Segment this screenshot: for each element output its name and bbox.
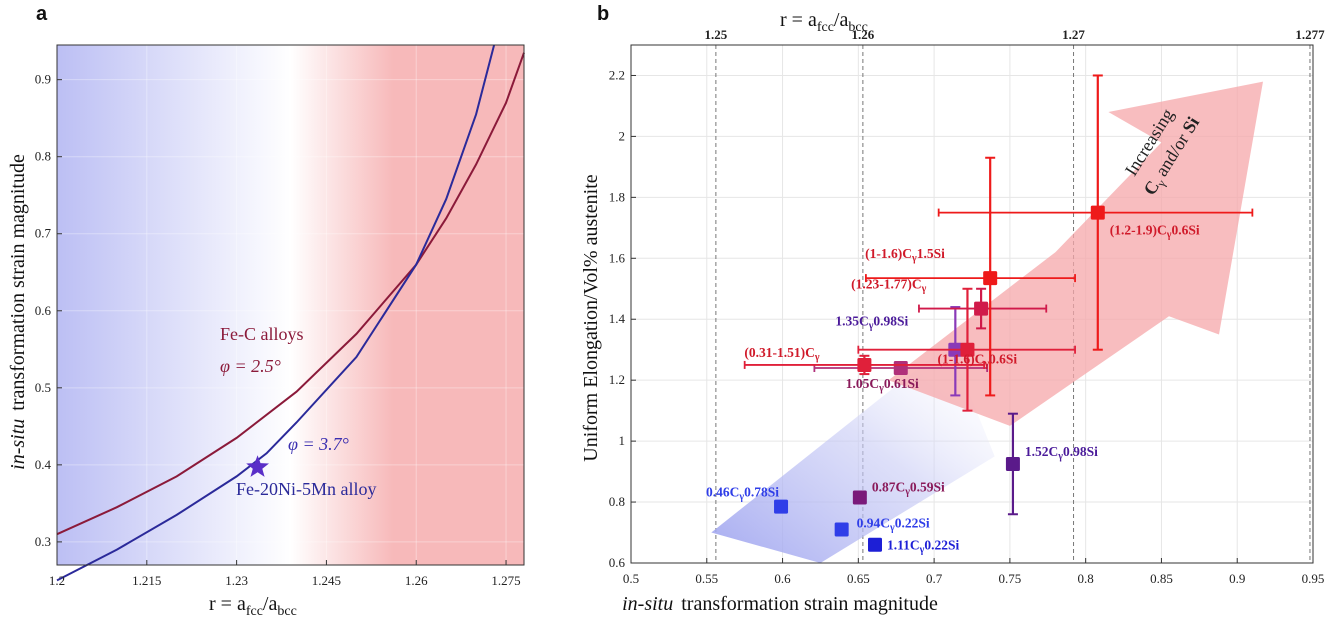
panel-a-y-tick-label: 0.7 [35,226,52,241]
data-point-marker [774,499,789,514]
panel-b-x-tick-label: 0.95 [1302,571,1325,586]
data-point-label: 0.94Cγ0.22Si [857,515,930,533]
data-point-marker [857,357,872,372]
panel-b-x-tick-label: 0.9 [1229,571,1245,586]
data-point-marker [834,522,849,537]
panel-b-x-tick-label: 0.7 [926,571,943,586]
data-point-label: 1.05Cγ0.61Si [846,376,919,394]
panel-a-x-tick-label: 1.26 [405,573,428,588]
panel-b-data-labels: 0.46Cγ0.78Si 0.94Cγ0.22Si 1.11Cγ0.22Si 0.87… [706,223,1200,556]
panel-b-x-tick-label: 0.8 [1078,571,1094,586]
data-point-label: (1.2-1.9)Cγ0.6Si [1110,223,1200,241]
annotation-phi-2-5: φ = 2.5° [220,356,281,376]
panel-a-y-tick-label: 0.5 [35,380,51,395]
fe-20ni-5mn-curve [56,44,496,582]
panel-a-y-axis-label: in-situ transformation strain magnitude [7,154,29,470]
data-point-label: 1.11Cγ0.22Si [887,538,959,556]
panel-a-y-tick-label: 0.4 [35,457,52,472]
panel-b-top-tick-label: 1.26 [852,27,875,42]
data-point-label: 1.52Cγ0.98Si [1025,444,1098,462]
data-point-marker [974,301,989,316]
panel-a-star-marker [246,455,269,477]
panel-b-top-axis-label: r = afcc/abcc [780,9,868,35]
data-point-marker [868,537,883,552]
panel-a-y-axis-label-italic: in-situ [7,419,29,470]
panel-a-frame [56,44,525,566]
panel-b-y-tick-label: 0.8 [609,494,625,509]
data-point-label: 0.87Cγ0.59Si [872,479,945,497]
data-point-label: (0.31-1.51)Cγ [744,345,820,363]
panel-b-top-ticks: 1.25 1.26 1.27 1.277 [704,27,1325,42]
panel-b-x-axis-label-rest: transformation strain magnitude [681,593,938,615]
data-point-marker [1090,205,1105,220]
data-point-label: 0.46Cγ0.78Si [706,485,779,503]
data-point-marker [983,271,998,286]
panel-b-x-axis-label: in-situ transformation strain magnitude [622,593,938,615]
panel-b-y-axis-label: Uniform Elongation/Vol% austenite [580,174,602,461]
increasing-composition-arrow [888,81,1263,426]
panel-a-y-ticks: 0.3 0.4 0.5 0.6 0.7 0.8 0.9 [35,72,62,549]
data-point-label: (1-1.6)Cγ0.6Si [937,352,1017,370]
annotation-fe-20ni-5mn: Fe-20Ni-5Mn alloy [236,479,376,499]
panel-a-y-axis-label-rest: transformation strain magnitude [7,154,29,411]
panel-a-y-tick-label: 0.9 [35,72,51,87]
panel-b-y-tick-label: 1.8 [609,189,625,204]
panel-a-series [56,44,525,582]
annotation-phi-3-7: φ = 3.7° [288,434,349,454]
panel-b-y-tick-label: 0.6 [609,555,626,570]
fe-c-alloys-curve [56,52,525,536]
star-icon [246,455,269,477]
panel-a-x-axis-label: r = afcc/abcc [209,593,297,619]
panel-a-grid [56,45,524,565]
panel-b-x-tick-label: 0.85 [1150,571,1173,586]
panel-a-label: a [36,3,48,25]
panel-b-y-tick-label: 2.2 [609,67,625,82]
panel-b-top-tick-label: 1.277 [1295,27,1325,42]
data-point-marker [852,490,867,505]
panel-b-x-tick-label: 0.5 [623,571,639,586]
panel-b-label: b [597,3,609,25]
panel-b-x-ticks: 0.5 0.55 0.6 0.65 0.7 0.75 0.8 0.85 0.9 0.95 [623,558,1325,586]
panel-b-x-tick-label: 0.65 [847,571,870,586]
panel-b-x-tick-label: 0.75 [999,571,1022,586]
data-point-label: (1.23-1.77)Cγ [851,277,927,295]
panel-b-frame [630,44,1314,564]
panel-a-y-tick-label: 0.6 [35,303,52,318]
data-point-marker [893,360,908,375]
panel-b-y-tick-label: 1 [619,433,626,448]
panel-b-data-points [743,74,1254,552]
panel-b-x-tick-label: 0.6 [774,571,791,586]
panel-a-x-tick-label: 1.245 [312,573,341,588]
panel-a-x-ticks: 1.2 1.215 1.23 1.245 1.26 1.275 [49,560,521,588]
panel-a-x-tick-label: 1.215 [132,573,161,588]
panel-b-top-tick-label: 1.25 [704,27,727,42]
panel-b-y-tick-label: 1.4 [609,311,626,326]
panel-a-y-tick-label: 0.3 [35,534,51,549]
panel-b-x-axis-label-italic: in-situ [622,593,673,615]
annotation-fe-c-alloys: Fe-C alloys [220,324,304,344]
panel-b-top-tick-label: 1.27 [1062,27,1085,42]
panel-b-y-tick-label: 1.6 [609,250,626,265]
panel-a: a 1.2 1.215 1.23 1.245 1.26 1.275 0.30.40.50.… [7,3,525,619]
panel-a-background [57,45,524,565]
panel-a-x-tick-label: 1.23 [225,573,248,588]
panel-b-y-ticks: 0.6 0.8 1 1.2 1.4 1.6 1.8 2 2.2 [609,67,636,570]
panel-b-y-tick-label: 2 [619,128,626,143]
data-point-label: (1-1.6)Cγ1.5Si [865,246,945,264]
panel-a-x-tick-label: 1.275 [491,573,520,588]
data-point-label: 1.35Cγ0.98Si [835,314,908,332]
panel-b-x-tick-label: 0.55 [695,571,718,586]
panel-a-y-tick-label: 0.8 [35,149,51,164]
panel-a-x-tick-label: 1.2 [49,573,65,588]
data-point-marker [1005,456,1020,471]
data-point-marker [960,342,975,357]
panel-b-y-tick-label: 1.2 [609,372,625,387]
